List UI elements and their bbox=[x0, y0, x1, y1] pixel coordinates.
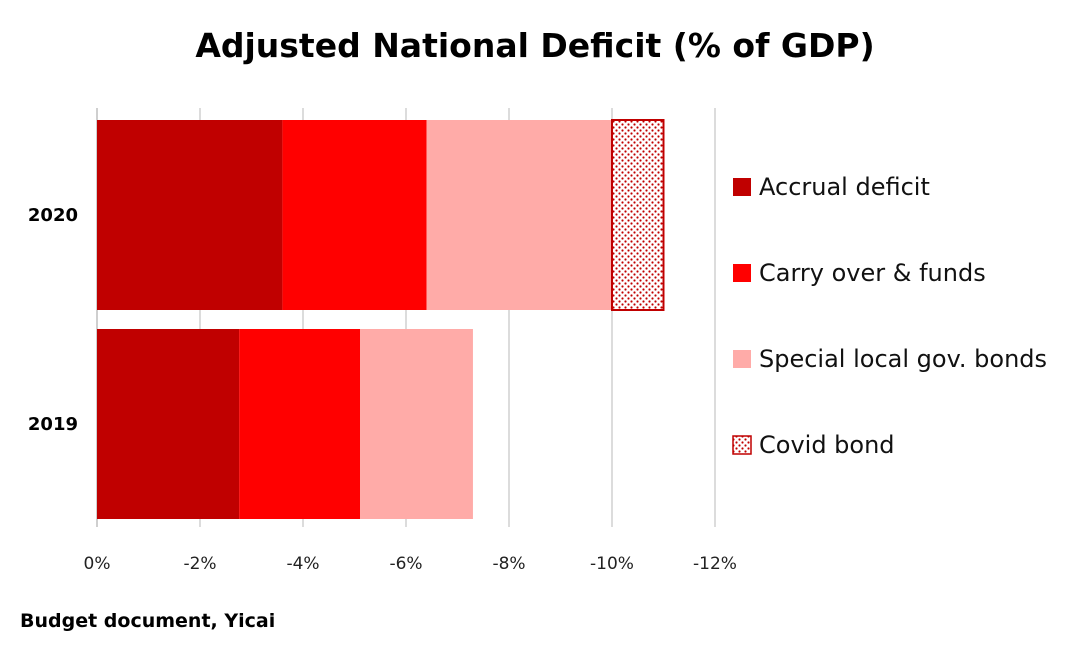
legend: Accrual deficit Carry over & funds Special… bbox=[732, 173, 1047, 459]
bar-segment bbox=[426, 120, 612, 310]
source-note: Budget document, Yicai bbox=[20, 610, 275, 632]
legend-label: Special local gov. bonds bbox=[759, 345, 1047, 373]
legend-swatch bbox=[733, 264, 751, 282]
category-label: 2020 bbox=[28, 205, 78, 226]
legend-label: Covid bond bbox=[759, 431, 895, 459]
legend-swatch bbox=[732, 435, 752, 455]
bar-segment bbox=[611, 119, 665, 311]
x-tick-label: 0% bbox=[84, 554, 111, 574]
chart-title: Adjusted National Deficit (% of GDP) bbox=[195, 26, 874, 65]
legend-swatch bbox=[733, 350, 751, 368]
legend-label: Carry over & funds bbox=[759, 259, 986, 287]
bars bbox=[97, 119, 665, 519]
bar-segment bbox=[97, 329, 240, 519]
x-axis-ticks: 0% -2% -4% -6% -8% -10% -12% bbox=[84, 554, 737, 574]
category-label: 2019 bbox=[28, 414, 78, 435]
bar-segment bbox=[239, 329, 361, 519]
bar-segment bbox=[282, 120, 427, 310]
x-tick-label: -2% bbox=[183, 554, 216, 574]
x-tick-label: -12% bbox=[693, 554, 737, 574]
x-tick-label: -6% bbox=[389, 554, 422, 574]
bar-segment bbox=[360, 329, 473, 519]
x-tick-label: -4% bbox=[286, 554, 319, 574]
y-axis-categories: 2020 2019 bbox=[28, 205, 78, 435]
x-tick-label: -10% bbox=[590, 554, 634, 574]
legend-label: Accrual deficit bbox=[759, 173, 930, 201]
legend-swatch bbox=[733, 178, 751, 196]
bar-segment bbox=[97, 120, 283, 310]
x-tick-label: -8% bbox=[492, 554, 525, 574]
